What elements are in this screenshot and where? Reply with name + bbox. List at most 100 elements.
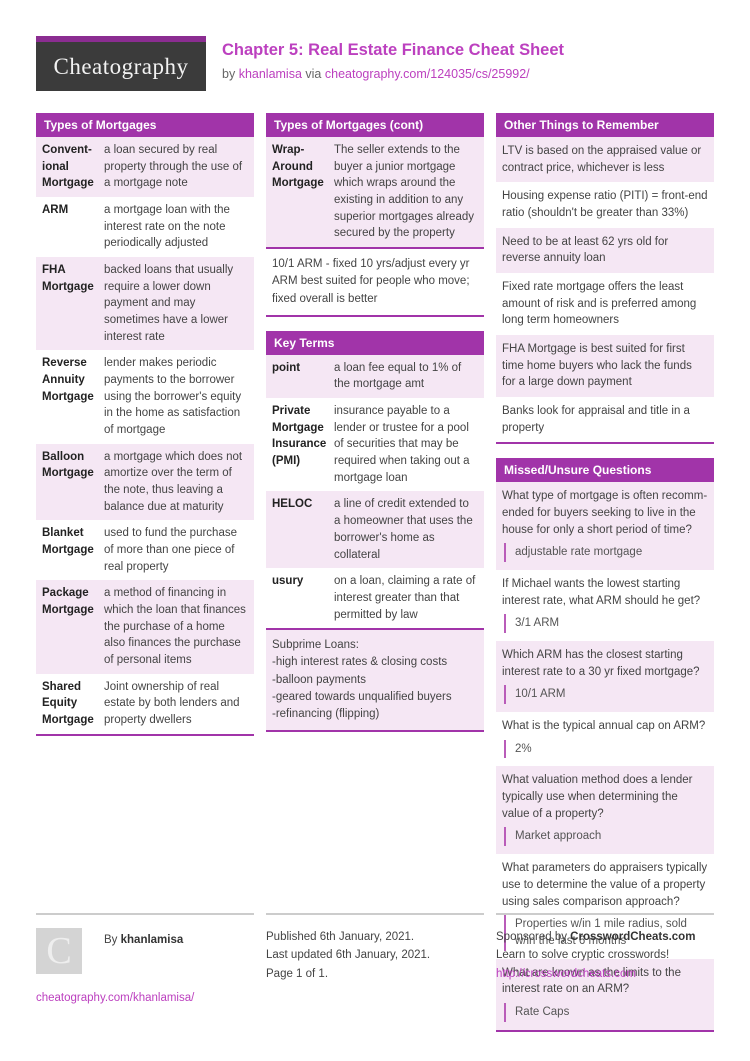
profile-link[interactable]: cheatography.com/khanlamisa/ (36, 992, 195, 1004)
answer-text: 2% (504, 739, 708, 759)
definition-row: Wrap-Around Mortgage The seller extends … (266, 137, 484, 248)
panel-title: Key Terms (266, 330, 484, 355)
definition-row: usury on a loan, claiming a rate of inte… (266, 568, 484, 628)
question-text: What parameters do appraisers typically … (502, 862, 708, 908)
author-link[interactable]: khanlamisa (238, 67, 302, 81)
page-count: Page 1 of 1. (266, 967, 329, 980)
footnote-line: 10/1 ARM - fixed 10 yrs/adjust every yr (272, 258, 470, 271)
panel-title: Other Things to Remember (496, 113, 714, 137)
term: usury (272, 575, 304, 588)
text-row: Fixed rate mortgage offers the least amo… (502, 281, 697, 327)
page-header: Cheatography Chapter 5: Real Estate Fina… (36, 36, 714, 91)
text-row: LTV is based on the appraised value or c… (496, 137, 714, 183)
question-text: Which ARM has the closest starting inter… (502, 649, 700, 678)
definition-row: Blanket Mortgage used to fund the purcha… (36, 520, 254, 580)
panel-types-of-mortgages: Types of Mortgages Convent-ional Mortgag… (36, 113, 254, 736)
panel-missed-questions: Missed/Unsure Questions What type of mor… (496, 458, 714, 1032)
footnote-line: ARM best suited for people who move; fix… (272, 275, 470, 305)
panel-title: Types of Mortgages (cont) (266, 113, 484, 137)
answer-text: Rate Caps (504, 1002, 708, 1022)
sponsor-name: CrosswordCheats.com (570, 931, 696, 943)
definition: a mortgage which does not amortize over … (104, 450, 243, 513)
definition: a method of financing in which the loan … (104, 587, 246, 667)
definition-rows: point a loan fee equal to 1% of the mort… (266, 354, 484, 731)
avatar[interactable]: C (36, 928, 82, 974)
definition-row: ARM a mortgage loan with the interest ra… (36, 197, 254, 257)
question-text: If Michael wants the lowest starting int… (502, 578, 701, 607)
question-row: What type of mortgage is often recomm-en… (496, 482, 714, 571)
page-footer: C By khanlamisa cheatography.com/khanlam… (36, 913, 714, 1007)
logo-text: Cheatography (53, 53, 189, 79)
definition: backed loans that usually require a lowe… (104, 264, 234, 343)
published-date: Published 6th January, 2021. (266, 931, 415, 943)
answer-text: Properties w/in 1 mile radius, sold w/in… (504, 915, 708, 951)
question-text: What valuation method does a lender typi… (502, 774, 693, 820)
definition-row: Balloon Mortgage a mortgage which does n… (36, 443, 254, 521)
sponsor-tagline: Learn to solve cryptic crosswords! (496, 949, 670, 962)
definition-row: point a loan fee equal to 1% of the mort… (266, 354, 484, 399)
term: HELOC (272, 498, 313, 511)
answer-text: Market approach (504, 827, 708, 847)
term: Private Mortgage Insurance (PMI) (272, 405, 327, 468)
definition-row: Reverse Annuity Mortgage lender makes pe… (36, 350, 254, 443)
footnote-line: -refinancing (flipping) (272, 708, 380, 721)
updated-date: Last updated 6th January, 2021. (266, 949, 431, 962)
column-3: Other Things to Remember LTV is based on… (496, 113, 714, 1032)
question-text: What are known as the limits to the inte… (502, 966, 681, 996)
footer-sponsor-column: Sponsored by CrosswordCheats.com Learn t… (496, 913, 714, 1007)
term: ARM (42, 204, 69, 217)
panel-key-terms: Key Terms point a loan fee equal to 1% o… (266, 330, 484, 733)
cheatography-logo[interactable]: Cheatography (36, 36, 206, 91)
definition: a mortgage loan with the interest rate o… (104, 204, 230, 250)
byline-prefix: by (222, 67, 236, 81)
definition-row: Package Mortgage a method of financing i… (36, 580, 254, 674)
sponsor-link[interactable]: http://crosswordcheats.com (496, 967, 636, 980)
definition-row: Shared Equity Mortgage Joint ownership o… (36, 674, 254, 734)
title-block: Chapter 5: Real Estate Finance Cheat She… (222, 36, 564, 81)
by-label: By (104, 934, 118, 946)
definition-rows: Wrap-Around Mortgage The seller extends … (266, 137, 484, 315)
panel-types-of-mortgages-cont: Types of Mortgages (cont) Wrap-Around Mo… (266, 113, 484, 317)
page-title: Chapter 5: Real Estate Finance Cheat She… (222, 41, 565, 59)
term: Package Mortgage (42, 587, 94, 617)
logo-accent-bar (36, 36, 206, 42)
definition-row: HELOC a line of credit extended to a hom… (266, 491, 484, 569)
footer-columns: C By khanlamisa cheatography.com/khanlam… (36, 913, 714, 1007)
definition-row: Convent-ional Mortgage a loan secured by… (36, 137, 254, 198)
panel-footnote: Subprime Loans: -high interest rates & c… (266, 628, 484, 731)
text-row: Need to be at least 62 yrs old for rever… (496, 227, 714, 274)
definition: a loan fee equal to 1% of the mortgage a… (334, 361, 462, 391)
panel-other-things: Other Things to Remember LTV is based on… (496, 113, 714, 445)
question-text: What is the typical annual cap on ARM? (502, 720, 706, 733)
definition-row: Private Mortgage Insurance (PMI) insuran… (266, 398, 484, 491)
footer-meta-column: Published 6th January, 2021. Last update… (266, 913, 484, 1007)
definition: Joint ownership of real estate by both l… (104, 680, 240, 727)
byline: by khanlamisa via cheatography.com/12403… (222, 67, 564, 81)
question-row: Which ARM has the closest starting inter… (496, 641, 714, 713)
term: FHA Mortgage (42, 264, 94, 293)
definition-row: FHA Mortgage backed loans that usually r… (36, 257, 254, 351)
question-row: What are known as the limits to the inte… (496, 958, 714, 1030)
definition: a loan secured by real property through … (104, 144, 243, 190)
text-row: Housing expense ratio (PITI) = front-end… (502, 190, 708, 220)
text-row: FHA Mortgage is best suited for first ti… (496, 335, 714, 398)
question-rows: What type of mortgage is often recomm-en… (496, 482, 714, 1030)
panel-title: Missed/Unsure Questions (496, 458, 714, 483)
question-row: What parameters do appraisers typically … (496, 854, 714, 958)
definition: lender makes periodic payments to the bo… (104, 357, 242, 437)
sponsor-line: Sponsored by CrosswordCheats.com (496, 928, 714, 946)
text-rows: LTV is based on the appraised value or c… (496, 137, 714, 442)
author-line: By khanlamisa (104, 928, 183, 974)
footnote-line: -balloon payments (272, 673, 366, 686)
column-1: Types of Mortgages Convent-ional Mortgag… (36, 113, 254, 736)
logo-box: Cheatography (36, 42, 206, 91)
panel-title: Types of Mortgages (36, 113, 254, 137)
term: point (272, 361, 301, 374)
sheet-url-link[interactable]: cheatography.com/124035/cs/25992/ (324, 67, 530, 81)
text-row: Banks look for appraisal and title in a … (502, 405, 690, 434)
question-text: What type of mortgage is often recomm-en… (502, 490, 708, 536)
definition: The seller extends to the buyer a junior… (334, 144, 474, 240)
term: Blanket Mortgage (42, 527, 94, 557)
question-row: What is the typical annual cap on ARM? 2… (496, 712, 714, 766)
definition: a line of credit extended to a homeowner… (334, 498, 473, 561)
